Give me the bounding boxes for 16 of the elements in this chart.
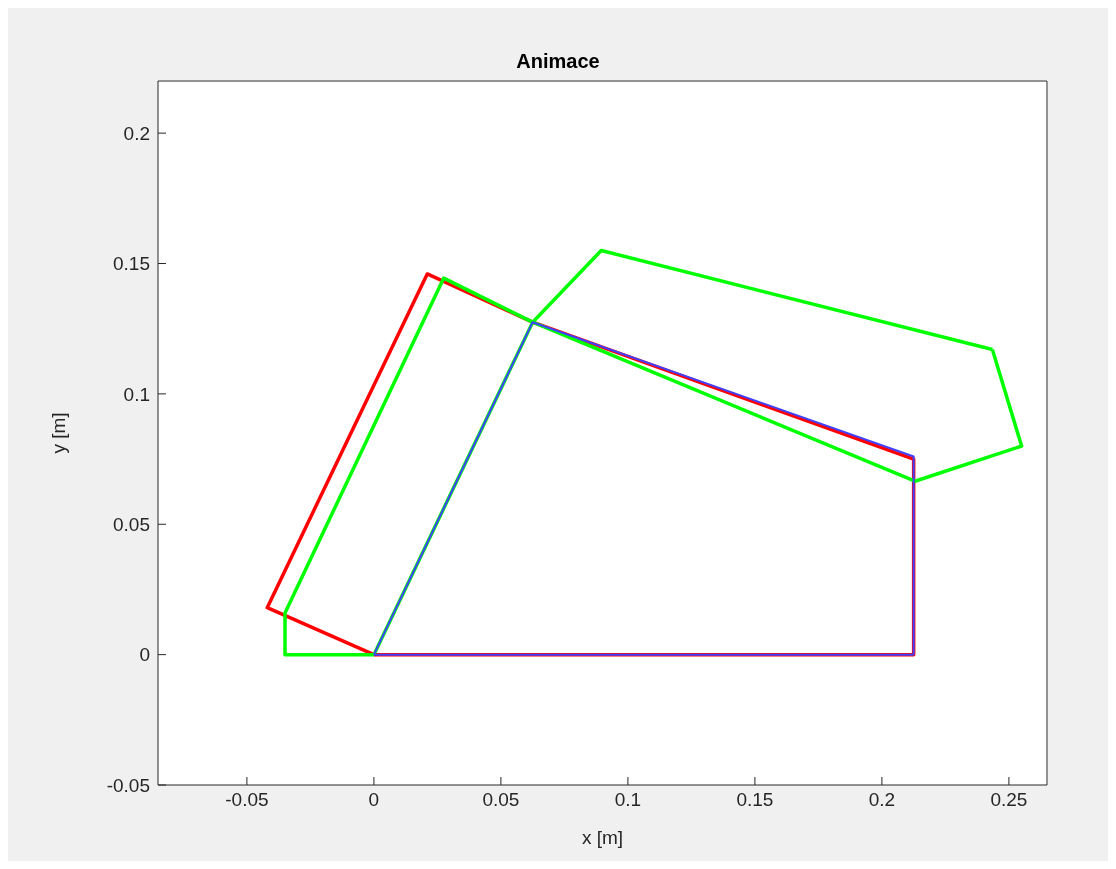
- y-tick-label: 0.05: [113, 514, 150, 535]
- x-tick-label: 0.2: [868, 789, 896, 811]
- y-tick-label: 0.2: [123, 122, 150, 144]
- x-tick-label: 0.1: [614, 789, 642, 811]
- x-tick-label: -0.05: [225, 789, 269, 811]
- y-tick-label: 0.15: [113, 253, 150, 275]
- y-axis-title: y [m]: [47, 412, 69, 454]
- x-tick-label: 0.15: [736, 789, 774, 811]
- x-tick-label: 0.25: [990, 789, 1028, 811]
- y-tick-label: -0.05: [106, 774, 150, 796]
- y-tick-label: 0: [139, 644, 150, 666]
- x-axis-title: x [m]: [581, 827, 624, 848]
- y-tick-label: 0.1: [123, 383, 150, 405]
- x-tick-label: 0.05: [482, 789, 520, 811]
- x-tick-label: 0: [368, 789, 380, 811]
- chart-title: Animace: [515, 49, 601, 74]
